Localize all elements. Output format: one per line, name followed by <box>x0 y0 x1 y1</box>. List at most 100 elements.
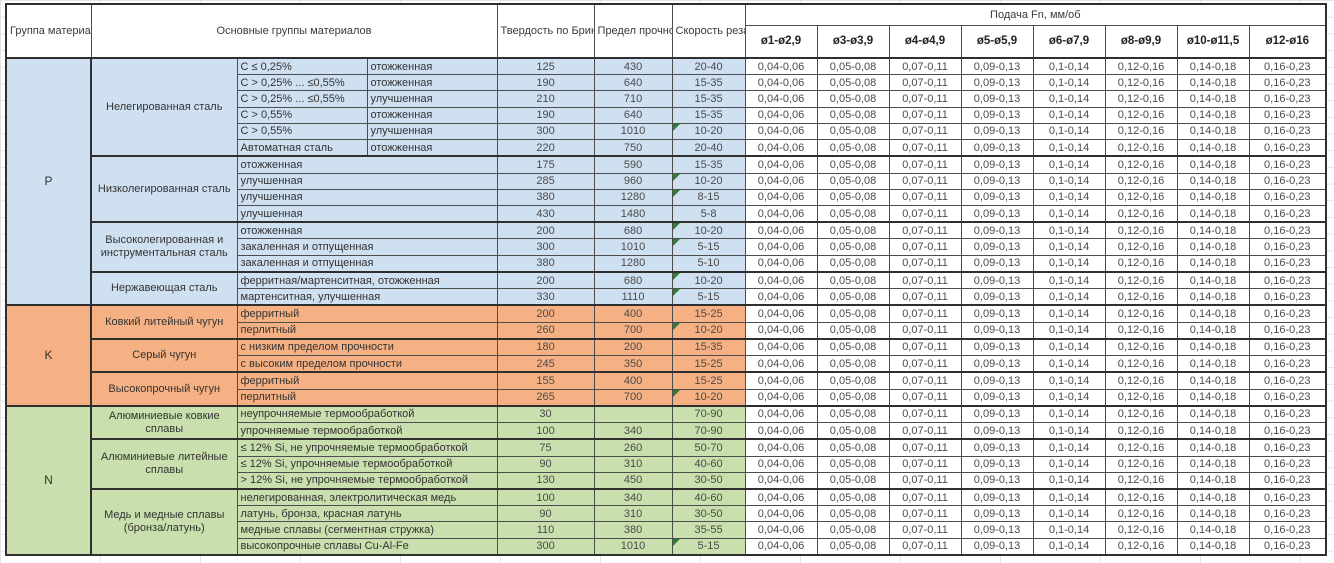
cell-feed-value[interactable]: 0,05-0,08 <box>816 172 890 190</box>
cell-spec[interactable]: с низким пределом прочности <box>236 337 498 357</box>
cell-feed-value[interactable]: 0,09-0,13 <box>960 438 1034 457</box>
cell-cutting-speed[interactable]: 10-20 <box>671 122 746 141</box>
cell-feed-value[interactable]: 0,14-0,18 <box>1176 505 1250 523</box>
cell-feed-value[interactable]: 0,14-0,18 <box>1176 388 1250 407</box>
header-brinell-hardness[interactable]: Твердость по Бринеллю HB <box>496 3 595 59</box>
cell-feed-value[interactable]: 0,14-0,18 <box>1176 90 1250 108</box>
cell-feed-value[interactable]: 0,16-0,23 <box>1248 254 1327 273</box>
cell-feed-value[interactable]: 0,05-0,08 <box>816 371 890 390</box>
cell-feed-value[interactable]: 0,05-0,08 <box>816 505 890 523</box>
cell-feed-value[interactable]: 0,04-0,06 <box>744 221 818 240</box>
cell-hardness-hb[interactable]: 75 <box>496 438 595 457</box>
cell-feed-value[interactable]: 0,04-0,06 <box>744 388 818 407</box>
cell-feed-value[interactable]: 0,16-0,23 <box>1248 238 1327 256</box>
cell-feed-value[interactable]: 0,12-0,16 <box>1104 139 1178 157</box>
cell-subgroup-name[interactable]: Медь и медные сплавы (бронза/латунь) <box>90 487 238 556</box>
cell-feed-value[interactable]: 0,07-0,11 <box>888 487 962 507</box>
cell-strength-rm[interactable]: 1110 <box>593 288 673 306</box>
cell-feed-value[interactable]: 0,16-0,23 <box>1248 422 1327 440</box>
cell-spec[interactable]: высокопрочные сплавы Cu-Al-Fe <box>236 537 498 556</box>
cell-feed-value[interactable]: 0,09-0,13 <box>960 155 1034 174</box>
cell-feed-value[interactable]: 0,05-0,08 <box>816 155 890 174</box>
cell-feed-value[interactable]: 0,07-0,11 <box>888 288 962 306</box>
cell-feed-value[interactable]: 0,07-0,11 <box>888 471 962 490</box>
cell-feed-value[interactable]: 0,07-0,11 <box>888 438 962 457</box>
cell-feed-value[interactable]: 0,07-0,11 <box>888 122 962 141</box>
cell-feed-value[interactable]: 0,04-0,06 <box>744 205 818 223</box>
cell-strength-rm[interactable]: 1280 <box>593 188 673 207</box>
cell-feed-value[interactable]: 0,09-0,13 <box>960 270 1034 290</box>
cell-feed-value[interactable]: 0,05-0,08 <box>816 404 890 424</box>
cell-state[interactable]: отожженная <box>366 74 498 92</box>
cell-cutting-speed[interactable]: 10-20 <box>671 221 746 240</box>
cell-hardness-hb[interactable]: 430 <box>496 205 595 223</box>
cell-cutting-speed[interactable]: 50-70 <box>671 438 746 457</box>
cell-spec[interactable]: Автоматная сталь <box>236 139 368 157</box>
cell-group-code[interactable]: N <box>5 404 92 556</box>
cell-feed-value[interactable]: 0,12-0,16 <box>1104 57 1178 76</box>
cell-feed-value[interactable]: 0,16-0,23 <box>1248 521 1327 539</box>
cell-feed-value[interactable]: 0,14-0,18 <box>1176 155 1250 174</box>
cell-feed-value[interactable]: 0,12-0,16 <box>1104 122 1178 141</box>
cell-feed-value[interactable]: 0,1-0,14 <box>1032 337 1106 357</box>
cell-spec[interactable]: отожженная <box>236 155 498 174</box>
cell-strength-rm[interactable]: 1010 <box>593 122 673 141</box>
cell-feed-value[interactable]: 0,09-0,13 <box>960 205 1034 223</box>
cell-feed-value[interactable]: 0,12-0,16 <box>1104 205 1178 223</box>
cell-feed-value[interactable]: 0,09-0,13 <box>960 487 1034 507</box>
cell-spec[interactable]: отожженная <box>236 221 498 240</box>
cell-feed-value[interactable]: 0,16-0,23 <box>1248 155 1327 174</box>
cell-feed-value[interactable]: 0,07-0,11 <box>888 238 962 256</box>
cell-feed-value[interactable]: 0,09-0,13 <box>960 422 1034 440</box>
cell-hardness-hb[interactable]: 125 <box>496 57 595 76</box>
cell-strength-rm[interactable]: 960 <box>593 172 673 190</box>
cell-feed-value[interactable]: 0,09-0,13 <box>960 238 1034 256</box>
cell-feed-value[interactable]: 0,04-0,06 <box>744 254 818 273</box>
cell-feed-value[interactable]: 0,12-0,16 <box>1104 288 1178 306</box>
cell-feed-value[interactable]: 0,16-0,23 <box>1248 57 1327 76</box>
cell-cutting-speed[interactable]: 15-35 <box>671 74 746 92</box>
cell-feed-value[interactable]: 0,12-0,16 <box>1104 471 1178 490</box>
cell-feed-value[interactable]: 0,09-0,13 <box>960 254 1034 273</box>
cell-strength-rm[interactable]: 350 <box>593 355 673 373</box>
cell-feed-value[interactable]: 0,05-0,08 <box>816 355 890 373</box>
cell-feed-value[interactable]: 0,14-0,18 <box>1176 487 1250 507</box>
cell-cutting-speed[interactable]: 30-50 <box>671 505 746 523</box>
cell-spec[interactable]: C ≤ 0,25% <box>236 57 368 76</box>
cell-hardness-hb[interactable]: 380 <box>496 188 595 207</box>
cell-feed-value[interactable]: 0,05-0,08 <box>816 90 890 108</box>
cell-feed-value[interactable]: 0,16-0,23 <box>1248 455 1327 473</box>
cell-cutting-speed[interactable]: 5-15 <box>671 288 746 306</box>
cell-feed-value[interactable]: 0,14-0,18 <box>1176 304 1250 323</box>
cell-feed-value[interactable]: 0,07-0,11 <box>888 74 962 92</box>
cell-hardness-hb[interactable]: 260 <box>496 321 595 340</box>
cell-cutting-speed[interactable]: 20-40 <box>671 57 746 76</box>
cell-feed-value[interactable]: 0,14-0,18 <box>1176 122 1250 141</box>
cell-hardness-hb[interactable]: 190 <box>496 106 595 124</box>
cell-strength-rm[interactable]: 700 <box>593 388 673 407</box>
cell-state[interactable]: отожженная <box>366 106 498 124</box>
cell-feed-value[interactable]: 0,12-0,16 <box>1104 422 1178 440</box>
cell-feed-value[interactable]: 0,04-0,06 <box>744 455 818 473</box>
cell-feed-value[interactable]: 0,12-0,16 <box>1104 90 1178 108</box>
cell-feed-value[interactable]: 0,1-0,14 <box>1032 106 1106 124</box>
cell-feed-value[interactable]: 0,04-0,06 <box>744 122 818 141</box>
cell-feed-value[interactable]: 0,12-0,16 <box>1104 404 1178 424</box>
cell-feed-value[interactable]: 0,1-0,14 <box>1032 188 1106 207</box>
cell-subgroup-name[interactable]: Низколегированная сталь <box>90 155 238 223</box>
cell-feed-value[interactable]: 0,04-0,06 <box>744 371 818 390</box>
cell-feed-value[interactable]: 0,12-0,16 <box>1104 337 1178 357</box>
cell-state[interactable]: улучшенная <box>366 122 498 141</box>
cell-feed-value[interactable]: 0,05-0,08 <box>816 321 890 340</box>
cell-feed-value[interactable]: 0,07-0,11 <box>888 254 962 273</box>
cell-feed-value[interactable]: 0,14-0,18 <box>1176 139 1250 157</box>
cell-hardness-hb[interactable]: 200 <box>496 221 595 240</box>
cell-feed-value[interactable]: 0,05-0,08 <box>816 537 890 556</box>
cell-feed-value[interactable]: 0,07-0,11 <box>888 172 962 190</box>
cell-feed-value[interactable]: 0,04-0,06 <box>744 355 818 373</box>
cell-hardness-hb[interactable]: 210 <box>496 90 595 108</box>
cell-hardness-hb[interactable]: 90 <box>496 505 595 523</box>
cell-feed-value[interactable]: 0,09-0,13 <box>960 74 1034 92</box>
cell-feed-value[interactable]: 0,04-0,06 <box>744 404 818 424</box>
cell-feed-value[interactable]: 0,16-0,23 <box>1248 122 1327 141</box>
